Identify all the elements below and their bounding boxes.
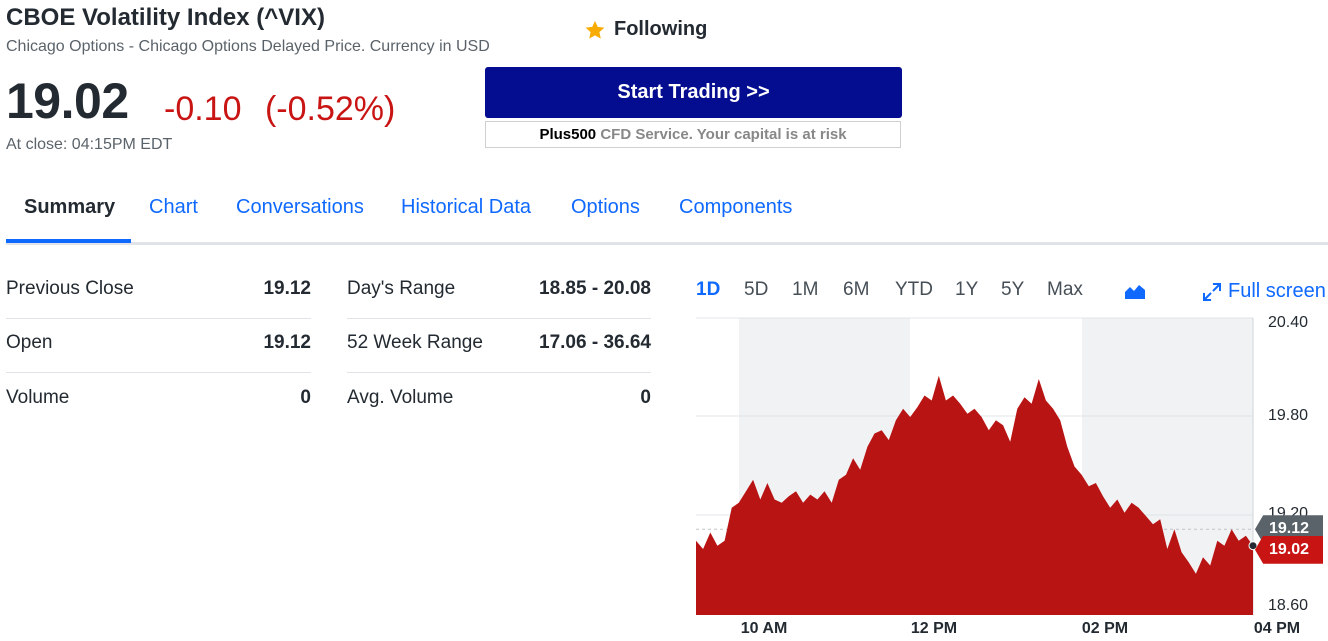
last-price-flag: 19.02 xyxy=(1255,535,1323,564)
stat-volume: Volume 0 xyxy=(6,373,311,427)
stat-label: 52 Week Range xyxy=(347,332,483,353)
y-tick-label: 20.40 xyxy=(1268,314,1309,331)
close-time: At close: 04:15PM EDT xyxy=(6,136,173,153)
stat-label: Previous Close xyxy=(6,278,134,299)
range-1m[interactable]: 1M xyxy=(792,279,819,300)
range-1d[interactable]: 1D xyxy=(696,279,721,300)
x-tick-label: 04 PM xyxy=(1253,620,1301,637)
stat-value: 0 xyxy=(640,387,651,408)
range-max[interactable]: Max xyxy=(1047,279,1083,300)
tab-historical-data[interactable]: Historical Data xyxy=(401,196,532,218)
follow-label: Following xyxy=(614,18,708,40)
fullscreen-label: Full screen xyxy=(1228,280,1326,302)
tab-conversations[interactable]: Conversations xyxy=(236,196,364,218)
stat-52-week-range: 52 Week Range 17.06 - 36.64 xyxy=(347,318,651,373)
tab-summary[interactable]: Summary xyxy=(24,196,116,218)
fullscreen-button[interactable]: Full screen xyxy=(1202,280,1326,303)
range-5y[interactable]: 5Y xyxy=(1001,279,1025,300)
x-tick-label: 10 AM xyxy=(740,620,788,637)
current-price: 19.02 xyxy=(6,73,129,129)
mountain-chart-icon[interactable] xyxy=(1124,283,1146,301)
y-tick-label: 18.60 xyxy=(1268,597,1309,614)
stat-label: Volume xyxy=(6,387,70,408)
tab-components[interactable]: Components xyxy=(679,196,793,218)
quote-nav-tabs: Summary Chart Conversations Historical D… xyxy=(6,188,1328,245)
follow-button[interactable]: Following xyxy=(584,18,707,41)
quote-subtitle: Chicago Options - Chicago Options Delaye… xyxy=(6,38,490,55)
stat-label: Day's Range xyxy=(347,278,456,299)
ad-disclaimer[interactable]: Plus500 CFD Service. Your capital is at … xyxy=(485,121,901,148)
stat-open: Open 19.12 xyxy=(6,318,311,373)
price-change-percent: (-0.52%) xyxy=(264,90,396,128)
quote-title: CBOE Volatility Index (^VIX) xyxy=(6,4,325,31)
ad-note-text: CFD Service. Your capital is at risk xyxy=(596,126,847,143)
price-area xyxy=(696,375,1253,615)
stat-avg-volume: Avg. Volume 0 xyxy=(347,373,651,427)
ad-brand: Plus500 xyxy=(539,126,597,143)
x-tick-label: 02 PM xyxy=(1081,620,1129,637)
range-5d[interactable]: 5D xyxy=(744,279,769,300)
range-ytd[interactable]: YTD xyxy=(895,279,933,300)
tab-chart[interactable]: Chart xyxy=(149,196,198,218)
range-1y[interactable]: 1Y xyxy=(955,279,979,300)
x-tick-label: 12 PM xyxy=(910,620,958,637)
stat-value: 19.12 xyxy=(263,278,311,299)
stat-label: Avg. Volume xyxy=(347,387,454,408)
stat-days-range: Day's Range 18.85 - 20.08 xyxy=(347,264,651,319)
price-change-value: -0.10 xyxy=(164,90,242,128)
price-change: -0.10 (-0.52%) xyxy=(164,90,395,129)
y-tick-label: 19.80 xyxy=(1268,407,1309,424)
range-6m[interactable]: 6M xyxy=(843,279,870,300)
stat-previous-close: Previous Close 19.12 xyxy=(6,264,311,319)
active-tab-indicator xyxy=(6,239,131,243)
stat-value: 19.12 xyxy=(263,332,311,353)
stat-value: 17.06 - 36.64 xyxy=(539,332,651,353)
start-trading-button[interactable]: Start Trading >> xyxy=(485,67,902,118)
star-icon xyxy=(585,20,605,39)
expand-icon xyxy=(1203,282,1221,301)
last-price-marker xyxy=(1248,541,1258,551)
tab-options[interactable]: Options xyxy=(571,196,640,218)
stat-value: 0 xyxy=(300,387,311,408)
stat-label: Open xyxy=(6,332,53,353)
stat-value: 18.85 - 20.08 xyxy=(539,278,651,299)
